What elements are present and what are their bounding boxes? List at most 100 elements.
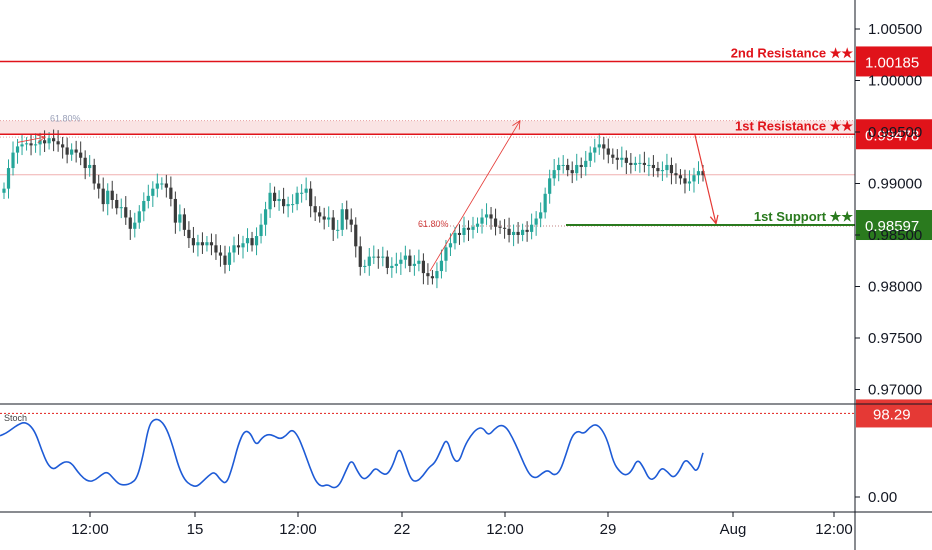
candle-body [191, 238, 196, 246]
candle-body [340, 209, 344, 230]
first-support-label: 1st Support ★★ [754, 209, 853, 224]
candle-body [412, 263, 416, 266]
candle-body [403, 255, 407, 260]
candle-body [29, 143, 33, 146]
candle-body [471, 226, 475, 230]
second-resistance-label: 2nd Resistance ★★ [731, 45, 854, 60]
candle-body [665, 164, 669, 171]
levels-layer: 2nd Resistance ★★ 1.00185 1st Resistance ★… [0, 45, 932, 241]
candle-body [106, 190, 110, 205]
candle-body [480, 217, 484, 224]
candle-body [178, 214, 182, 223]
stoch-zero-label: 0.00 [868, 489, 897, 506]
candle-body [453, 232, 457, 244]
candle-body [426, 273, 430, 277]
time-tick-label: 12:00 [486, 521, 524, 538]
candle-body [97, 183, 101, 189]
candle-body [579, 164, 583, 168]
candle-body [399, 259, 403, 264]
time-tick-label: 12:00 [815, 521, 853, 538]
candle-body [227, 252, 232, 265]
candle-body [372, 256, 376, 258]
candle-body [124, 207, 128, 218]
candle-body [11, 152, 15, 169]
price-tick-label: 0.97000 [868, 382, 922, 399]
candle-body [363, 265, 367, 267]
candle-body [701, 171, 705, 176]
drawings-layer [17, 119, 719, 272]
price-tick-label: 0.98000 [868, 279, 922, 296]
candle-body [557, 164, 561, 171]
candle-body [313, 206, 317, 213]
candle-body [493, 218, 498, 227]
candle-body [484, 214, 489, 218]
small-arrow-head [36, 134, 46, 143]
projection-down-arrow-head [709, 214, 719, 226]
candle-body [647, 164, 651, 166]
candle-body [584, 160, 588, 168]
candle-body [119, 207, 123, 209]
candle-body [173, 198, 177, 223]
candle-body [2, 188, 6, 193]
candle-body [6, 168, 11, 189]
candle-body [448, 243, 453, 248]
candle-body [539, 212, 543, 219]
candle-body [606, 148, 610, 155]
price-tick-label: 1.00500 [868, 21, 922, 38]
candle-body [74, 149, 78, 153]
time-tick-label: 29 [600, 521, 617, 538]
candle-body [196, 242, 200, 246]
candle-body [218, 252, 223, 256]
candle-body [611, 154, 615, 158]
candle-body [696, 171, 701, 176]
candle-body [516, 231, 520, 235]
candle-body [597, 144, 601, 148]
candle-body [259, 224, 263, 237]
candle-body [489, 214, 493, 219]
candle-body [52, 138, 56, 142]
candle-body [101, 188, 105, 205]
candle-body [309, 188, 313, 207]
candle-body [394, 263, 398, 266]
candle-body [376, 256, 380, 258]
candle-body [367, 256, 371, 266]
candle-body [651, 164, 655, 169]
candle-body [570, 170, 574, 174]
first-resistance-tag-text: 0.99478 [865, 127, 919, 144]
candle-body [457, 232, 462, 235]
price-tick-label: 0.99500 [868, 124, 922, 141]
candle-body [304, 188, 308, 193]
candle-body [164, 183, 168, 188]
price-tick-label: 1.00000 [868, 73, 922, 90]
candle-body [137, 211, 141, 223]
candle-body [381, 256, 385, 258]
candle-body [146, 195, 150, 202]
candle-body [620, 157, 624, 160]
second-resistance-tag-text: 1.00185 [865, 54, 919, 71]
candle-body [92, 164, 96, 184]
candle-body [421, 260, 425, 274]
candle-body [56, 141, 60, 145]
candle-body [638, 162, 642, 164]
candle-body [300, 192, 304, 194]
candle-body [110, 190, 114, 200]
candle-body [277, 198, 281, 202]
candle-body [466, 227, 471, 230]
candle-body [511, 231, 516, 235]
candle-body [633, 162, 637, 165]
candle-body [182, 214, 186, 230]
candle-body [507, 228, 511, 235]
candle-body [20, 144, 24, 147]
candle-body [327, 217, 331, 220]
candle-body [430, 276, 435, 279]
candle-body [498, 226, 502, 228]
candle-body [24, 143, 29, 145]
candle-body [286, 204, 290, 207]
candle-body [151, 188, 155, 196]
candle-body [223, 255, 227, 265]
time-tick-label: Aug [720, 521, 747, 538]
first-resistance-tag [856, 119, 932, 150]
candle-body [669, 164, 674, 174]
candle-body [602, 144, 606, 149]
